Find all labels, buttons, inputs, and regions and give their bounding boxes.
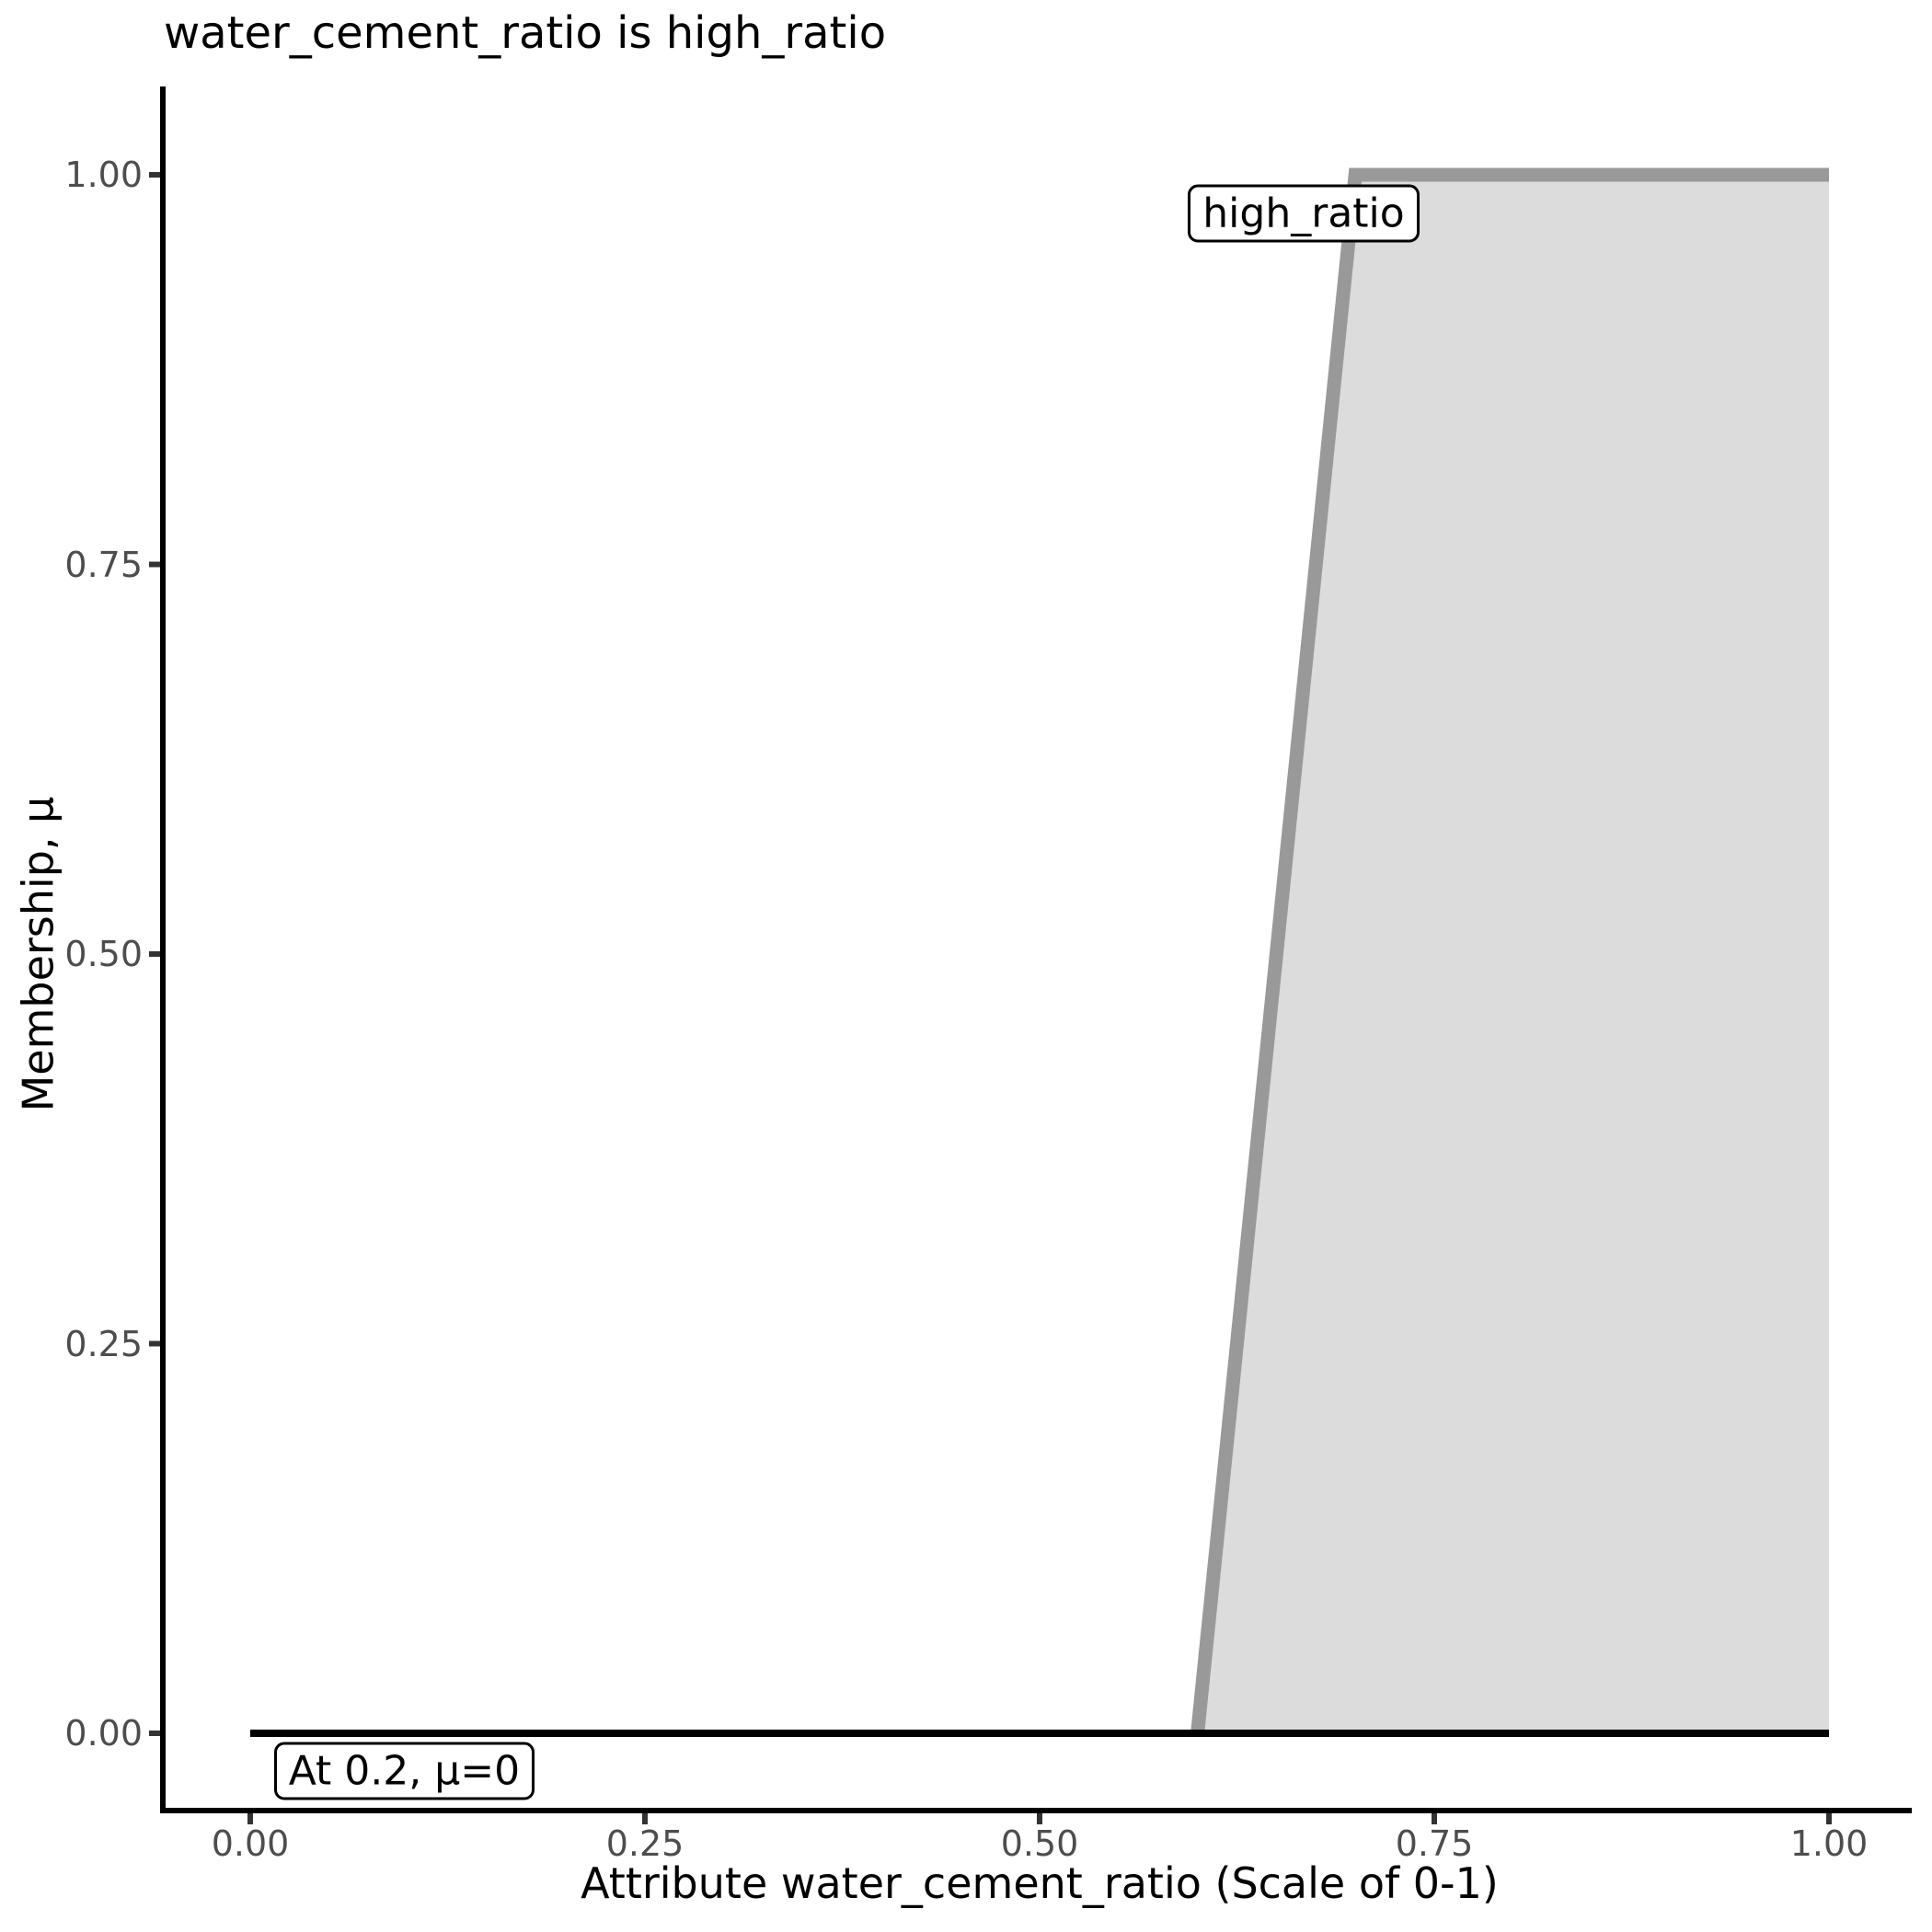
x-tick-label: 0.75	[1395, 1823, 1474, 1864]
y-tick-label: 0.25	[64, 1323, 143, 1364]
membership-line	[1190, 167, 1829, 1734]
y-tick-label: 0.75	[64, 544, 143, 585]
x-tick-label: 1.00	[1789, 1823, 1869, 1864]
x-tick-label: 0.50	[1000, 1823, 1079, 1864]
x-tick-label: 0.00	[211, 1823, 290, 1864]
y-tick-marks	[149, 172, 160, 1736]
x-tick-marks	[247, 1813, 1832, 1824]
set-name-label: high_ratio	[1188, 184, 1420, 243]
y-tick-label: 0.50	[64, 934, 143, 974]
x-axis-title: Attribute water_cement_ratio (Scale of 0…	[581, 1858, 1499, 1908]
x-tick-label: 0.25	[605, 1823, 684, 1864]
y-tick-label: 1.00	[64, 155, 143, 195]
chart-title: water_cement_ratio is high_ratio	[164, 7, 887, 59]
value-callout-label: At 0.2, μ=0	[273, 1742, 535, 1800]
membership-area	[1197, 175, 1829, 1733]
y-tick-label: 0.00	[64, 1713, 143, 1754]
